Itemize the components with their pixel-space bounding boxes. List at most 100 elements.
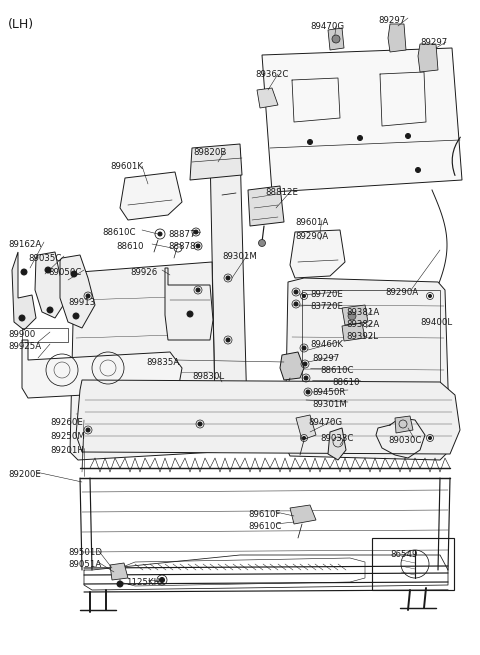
Polygon shape	[290, 230, 345, 278]
Circle shape	[303, 362, 307, 366]
Circle shape	[302, 295, 305, 297]
Polygon shape	[12, 252, 36, 330]
Circle shape	[416, 168, 420, 172]
Text: 89720E: 89720E	[310, 290, 343, 299]
Text: 89362C: 89362C	[255, 70, 288, 79]
Text: 89030C: 89030C	[388, 436, 421, 445]
Text: 88878: 88878	[168, 242, 195, 251]
Text: 89470G: 89470G	[310, 22, 344, 31]
Text: 89450R: 89450R	[312, 388, 346, 397]
Text: 88812E: 88812E	[265, 188, 298, 197]
Circle shape	[45, 267, 51, 273]
Polygon shape	[210, 148, 248, 452]
Circle shape	[196, 288, 200, 292]
Text: 1125KH: 1125KH	[126, 578, 160, 587]
Text: 89297: 89297	[420, 38, 447, 47]
Text: 89260E: 89260E	[50, 418, 83, 427]
Circle shape	[332, 35, 340, 43]
Polygon shape	[262, 48, 462, 192]
Text: 89601K: 89601K	[110, 162, 143, 171]
Circle shape	[71, 271, 77, 277]
Text: (LH): (LH)	[8, 18, 34, 31]
Circle shape	[117, 581, 123, 587]
Circle shape	[47, 307, 53, 313]
Text: 89820B: 89820B	[193, 148, 227, 157]
Polygon shape	[190, 144, 242, 180]
Bar	[302, 290, 440, 452]
Text: 89913: 89913	[68, 298, 95, 307]
Polygon shape	[328, 28, 344, 50]
Text: 88610C: 88610C	[320, 366, 353, 375]
Polygon shape	[418, 44, 438, 72]
Circle shape	[196, 244, 200, 248]
Text: 89610F: 89610F	[248, 510, 280, 519]
Text: 88610: 88610	[116, 242, 144, 251]
Text: 89250M: 89250M	[50, 432, 85, 441]
Text: 89835A: 89835A	[146, 358, 179, 367]
Polygon shape	[35, 252, 68, 318]
Text: 89297: 89297	[378, 16, 405, 25]
Text: 89926: 89926	[130, 268, 157, 277]
Bar	[372, 538, 454, 590]
Text: 89830L: 89830L	[192, 372, 224, 381]
Circle shape	[259, 240, 265, 246]
Circle shape	[226, 338, 230, 342]
Circle shape	[159, 578, 165, 582]
Polygon shape	[280, 352, 304, 380]
Text: 89400L: 89400L	[420, 318, 452, 327]
Circle shape	[187, 311, 193, 317]
Text: 88610C: 88610C	[102, 228, 135, 237]
Circle shape	[73, 313, 79, 319]
Polygon shape	[285, 278, 450, 460]
Circle shape	[198, 422, 202, 426]
Polygon shape	[110, 563, 128, 580]
Polygon shape	[88, 370, 105, 405]
Text: 89301M: 89301M	[312, 400, 347, 409]
Circle shape	[19, 315, 25, 321]
Text: 83720E: 83720E	[310, 302, 343, 311]
Circle shape	[308, 140, 312, 145]
Text: 89460K: 89460K	[310, 340, 343, 349]
Polygon shape	[342, 305, 368, 325]
Polygon shape	[296, 415, 316, 440]
Text: 89301M: 89301M	[222, 252, 257, 261]
Circle shape	[429, 436, 432, 440]
Polygon shape	[257, 88, 278, 108]
Text: 89381A: 89381A	[346, 308, 379, 317]
Polygon shape	[328, 428, 346, 460]
Text: 89610C: 89610C	[248, 522, 281, 531]
Text: 89925A: 89925A	[8, 342, 41, 351]
Text: 89290A: 89290A	[385, 288, 418, 297]
Bar	[22, 328, 68, 342]
Polygon shape	[120, 172, 182, 220]
Circle shape	[226, 276, 230, 280]
Text: 89501D: 89501D	[68, 548, 102, 557]
Circle shape	[302, 346, 306, 350]
Circle shape	[21, 269, 27, 275]
Circle shape	[86, 428, 90, 432]
Circle shape	[294, 302, 298, 306]
Text: 89290A: 89290A	[295, 232, 328, 241]
Polygon shape	[76, 380, 460, 454]
Text: 89051A: 89051A	[68, 560, 101, 569]
Polygon shape	[70, 262, 216, 460]
Circle shape	[194, 230, 198, 234]
Circle shape	[158, 232, 162, 236]
Polygon shape	[342, 323, 365, 341]
Text: 86549: 86549	[390, 550, 418, 559]
Polygon shape	[22, 340, 182, 398]
Text: 88877: 88877	[168, 230, 195, 239]
Text: 89900: 89900	[8, 330, 35, 339]
Text: 89201H: 89201H	[50, 446, 84, 455]
Circle shape	[406, 134, 410, 138]
Circle shape	[358, 136, 362, 141]
Polygon shape	[388, 24, 406, 52]
Circle shape	[86, 294, 90, 298]
Text: 89382A: 89382A	[346, 320, 379, 329]
Polygon shape	[248, 186, 284, 226]
Polygon shape	[395, 416, 413, 433]
Circle shape	[429, 295, 432, 297]
Circle shape	[302, 436, 305, 440]
Text: 89050C: 89050C	[48, 268, 82, 277]
Text: 89162A: 89162A	[8, 240, 41, 249]
